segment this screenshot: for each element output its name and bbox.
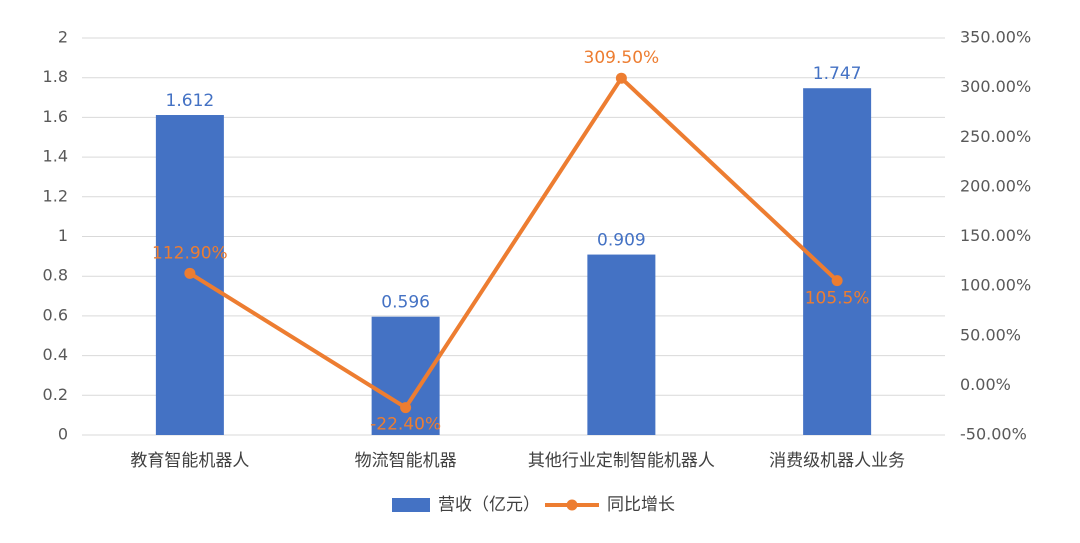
y-tick-label: 1.4 <box>43 147 68 166</box>
y-tick-label: 1 <box>58 226 68 245</box>
line-marker <box>831 275 843 287</box>
line-marker <box>615 72 627 84</box>
y2-tick-label: 250.00% <box>960 127 1031 146</box>
x-tick-label: 消费级机器人业务 <box>769 451 905 471</box>
y-tick-label: 0.4 <box>43 345 68 364</box>
bar <box>803 88 872 436</box>
data-label: 309.50% <box>584 48 660 68</box>
bar <box>587 254 656 435</box>
y-tick-label: 0.6 <box>43 305 68 324</box>
y2-tick-label: 50.00% <box>960 325 1021 344</box>
y-tick-label: 1.6 <box>43 107 68 126</box>
data-label: 112.90% <box>152 243 228 263</box>
y2-tick-label: -50.00% <box>960 425 1027 444</box>
x-tick-label: 其他行业定制智能机器人 <box>528 451 715 471</box>
y-tick-label: 1.2 <box>43 186 68 205</box>
data-label: 105.5% <box>805 289 870 309</box>
y2-tick-label: 200.00% <box>960 176 1031 195</box>
data-label: 1.612 <box>166 91 215 111</box>
x-tick-label: 教育智能机器人 <box>130 451 249 471</box>
line <box>188 76 839 410</box>
data-label: 0.596 <box>381 293 430 313</box>
y2-tick-label: 100.00% <box>960 276 1031 295</box>
data-label: 1.747 <box>813 64 862 84</box>
data-label: 0.909 <box>597 231 646 251</box>
x-tick-label: 物流智能机器 <box>355 451 457 471</box>
y-tick-label: 0.2 <box>43 385 68 404</box>
line-marker <box>400 402 412 414</box>
y-tick-label: 2 <box>58 28 68 47</box>
line-marker <box>184 267 196 279</box>
y-tick-label: 1.8 <box>43 67 68 86</box>
y2-tick-label: 350.00% <box>960 28 1031 47</box>
y2-tick-label: 0.00% <box>960 375 1011 394</box>
legend-label: 营收（亿元） <box>438 495 540 515</box>
y2-tick-label: 300.00% <box>960 77 1031 96</box>
legend-swatch <box>392 498 430 512</box>
legend-label: 同比增长 <box>607 495 675 515</box>
y-tick-label: 0.8 <box>43 266 68 285</box>
y-tick-label: 0 <box>58 425 68 444</box>
y2-tick-label: 150.00% <box>960 226 1031 245</box>
data-label: -22.40% <box>370 415 441 435</box>
legend-swatch <box>566 499 578 511</box>
